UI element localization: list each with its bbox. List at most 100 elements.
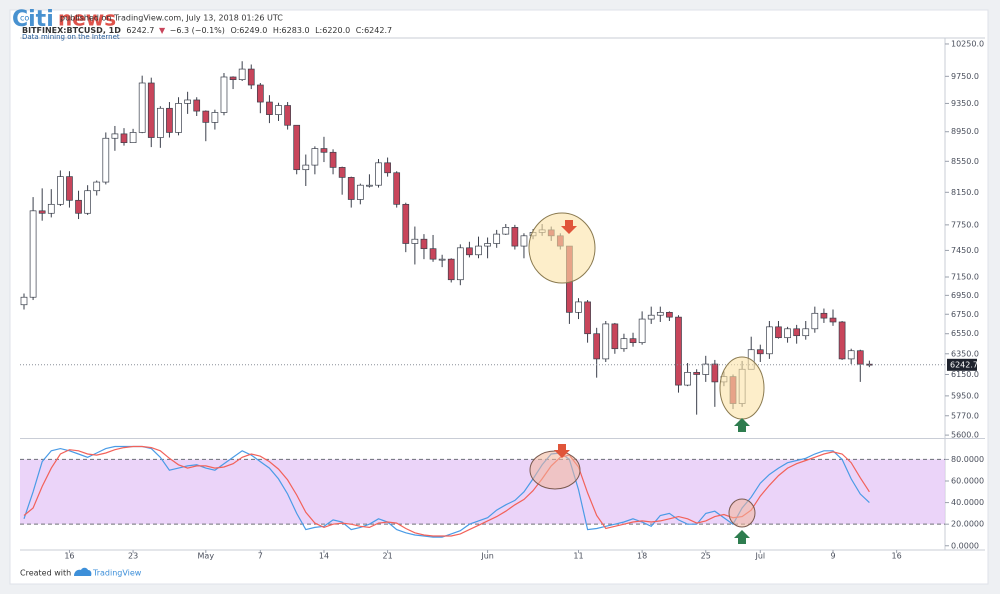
y-tick-label: 9750.0 [951,72,979,81]
candle-body [184,99,191,104]
y-tick-label: 6350.0 [951,349,979,358]
y-tick-label: 8950.0 [951,127,979,136]
plot-layer: 5600.0 5770.0 5950.0 6150.0 6350.0 6550.0 6750… [20,39,984,561]
x-tick-label: 7 [258,552,263,561]
x-tick-label: 16 [64,552,74,561]
stoch-band [20,459,945,525]
candle-body [493,233,501,244]
x-tick-label: 18 [637,552,647,561]
candle-body [175,103,182,133]
logo-main: Citi [12,7,54,32]
candle-body [66,176,73,201]
candle-body [666,311,673,318]
candle-body [211,112,219,123]
highlight-circle [529,450,581,490]
down-triangle: ▼ [159,26,166,35]
high-value: H:6283.0 [273,26,310,35]
candle-body [484,243,491,247]
candle-body [47,203,55,214]
candle-body [711,363,719,383]
candle-body [320,148,328,153]
candle-body [420,238,428,250]
candle-body [602,323,610,360]
annotations [528,212,765,544]
candle-body [111,133,119,139]
logo-prefix: co [20,14,29,23]
candle-body [293,124,301,171]
candle-body [429,248,437,260]
candle-body [338,167,346,178]
footer-brand: TradingView [92,569,142,578]
candle-body [393,172,401,205]
candle-body [75,199,82,214]
candle-body [702,363,710,375]
y-tick-label: 7750.0 [951,220,979,229]
x-tick-label: Jul [754,552,765,561]
candle-body [247,68,255,86]
y-tick-label: 9350.0 [951,99,979,108]
candle-body [93,181,101,192]
y-tick-label: 80.0000 [951,455,984,464]
candle-body [793,328,801,337]
candle-body [520,235,528,247]
logo-tagline: Data mining on the Internet [22,33,120,41]
stoch-line [23,445,870,537]
y-tick-label: 5600.0 [951,431,979,440]
candle-body [147,82,155,138]
x-tick-label: 21 [383,552,393,561]
candle-body [29,210,37,298]
close-value: C:6242.7 [356,26,392,35]
candle-body [511,227,519,247]
low-value: L:6220.0 [315,26,350,35]
y-tick-label: 0.0000 [951,541,979,550]
candle-body [629,338,637,344]
last-price-label: 6242.7 [950,360,978,369]
change: −6.3 (−0.1%) [170,26,225,35]
x-tick-label: 14 [319,552,329,561]
candle-body [129,132,137,144]
candle-body [775,326,782,339]
x-tick-label: 16 [892,552,902,561]
candle-body [411,238,419,244]
candle-body [266,101,273,115]
y-tick-label: 40.0000 [951,498,984,507]
up-arrow [734,418,750,432]
candle-body [402,203,410,244]
down-arrow [554,444,570,458]
candle-body [220,76,228,113]
y-tick-label: 20.0000 [951,520,984,529]
y-tick-label: 7450.0 [951,246,979,255]
candle-body [438,258,446,261]
candle-body [356,184,364,200]
candle-body [347,177,355,200]
candle-body [375,162,382,186]
candle-body [656,311,664,316]
candle-body [675,316,682,386]
candle-body [202,110,210,123]
y-tick-label: 7150.0 [951,273,979,282]
candle-body [366,184,373,187]
published-note: published on TradingView.com, July 13, 2… [60,14,283,23]
candle-body [229,76,237,81]
candle-body [475,245,482,256]
candle-body [384,162,391,174]
candle-body [647,314,655,320]
candle-body [256,84,264,103]
candle-body [238,68,246,81]
y-tick-label: 6950.0 [951,291,979,300]
candle-body [693,372,701,375]
candle-body [847,350,855,360]
candle-body [802,328,810,337]
y-tick-label: 8150.0 [951,188,979,197]
candle-body [620,338,628,350]
down-arrow [561,220,577,234]
x-tick-label: 25 [701,552,711,561]
candle-body [329,151,337,168]
candle-body [157,107,164,138]
candle-body [784,328,791,339]
open-value: O:6249.0 [230,26,267,35]
candle-body [311,148,319,166]
candle-body [120,133,128,144]
highlight-circle [528,212,596,284]
candle-body [447,258,455,281]
